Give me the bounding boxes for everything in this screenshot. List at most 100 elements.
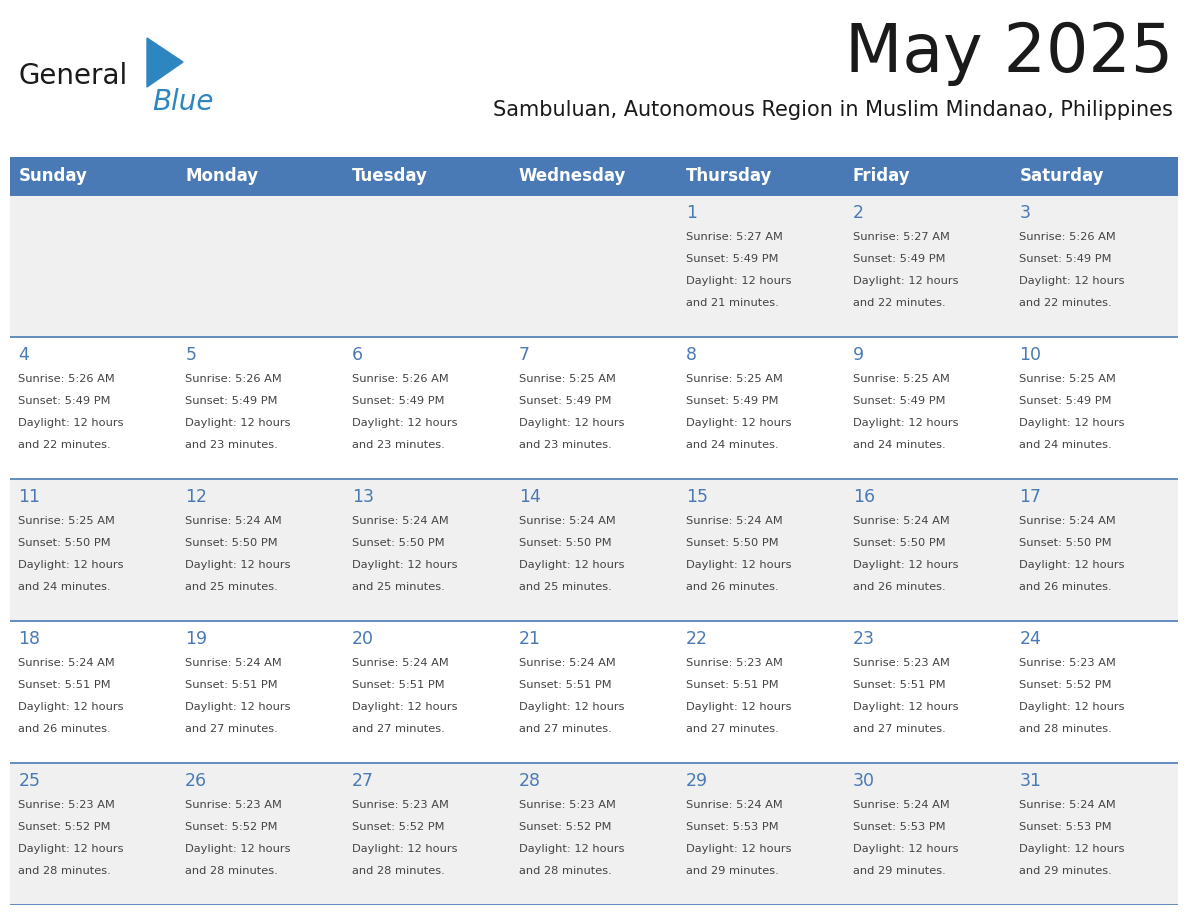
Text: Sunrise: 5:24 AM: Sunrise: 5:24 AM [1019,516,1117,526]
Text: 30: 30 [853,771,874,789]
Text: Sunrise: 5:24 AM: Sunrise: 5:24 AM [853,516,949,526]
Text: Sunrise: 5:27 AM: Sunrise: 5:27 AM [853,232,949,242]
Text: Sunrise: 5:24 AM: Sunrise: 5:24 AM [1019,800,1117,810]
Text: Daylight: 12 hours: Daylight: 12 hours [519,844,625,854]
Text: 13: 13 [352,487,374,506]
Text: Daylight: 12 hours: Daylight: 12 hours [1019,276,1125,285]
Text: Sunset: 5:52 PM: Sunset: 5:52 PM [1019,680,1112,690]
Text: and 24 minutes.: and 24 minutes. [1019,440,1112,450]
Text: and 21 minutes.: and 21 minutes. [685,298,778,308]
Text: and 28 minutes.: and 28 minutes. [352,866,444,876]
Text: Sunrise: 5:24 AM: Sunrise: 5:24 AM [352,516,449,526]
Text: Sunrise: 5:24 AM: Sunrise: 5:24 AM [853,800,949,810]
Text: Sunrise: 5:26 AM: Sunrise: 5:26 AM [18,374,115,384]
Text: 29: 29 [685,771,708,789]
Text: 2: 2 [853,204,864,221]
Text: Sunset: 5:53 PM: Sunset: 5:53 PM [853,822,946,832]
Text: Daylight: 12 hours: Daylight: 12 hours [352,418,457,428]
Text: Daylight: 12 hours: Daylight: 12 hours [853,560,959,570]
Text: Sunset: 5:51 PM: Sunset: 5:51 PM [352,680,444,690]
Text: Sunset: 5:50 PM: Sunset: 5:50 PM [853,538,946,548]
Text: Sunset: 5:52 PM: Sunset: 5:52 PM [18,822,110,832]
Text: Daylight: 12 hours: Daylight: 12 hours [685,560,791,570]
Text: Monday: Monday [185,167,258,185]
Text: and 29 minutes.: and 29 minutes. [685,866,778,876]
Text: Blue: Blue [152,88,214,116]
Text: Sunset: 5:49 PM: Sunset: 5:49 PM [1019,396,1112,406]
Text: Sunrise: 5:23 AM: Sunrise: 5:23 AM [1019,658,1117,668]
Text: 8: 8 [685,345,697,364]
Text: Daylight: 12 hours: Daylight: 12 hours [18,418,124,428]
Text: Sunrise: 5:23 AM: Sunrise: 5:23 AM [685,658,783,668]
Text: and 24 minutes.: and 24 minutes. [853,440,946,450]
Text: Sunset: 5:49 PM: Sunset: 5:49 PM [1019,254,1112,264]
Text: and 29 minutes.: and 29 minutes. [1019,866,1112,876]
Text: Daylight: 12 hours: Daylight: 12 hours [853,844,959,854]
Text: Sunrise: 5:23 AM: Sunrise: 5:23 AM [18,800,115,810]
Text: and 23 minutes.: and 23 minutes. [352,440,444,450]
Text: and 22 minutes.: and 22 minutes. [18,440,110,450]
Text: Sunset: 5:49 PM: Sunset: 5:49 PM [685,396,778,406]
Text: 15: 15 [685,487,708,506]
Text: Sunset: 5:50 PM: Sunset: 5:50 PM [685,538,778,548]
Text: Sunset: 5:49 PM: Sunset: 5:49 PM [18,396,110,406]
Text: Daylight: 12 hours: Daylight: 12 hours [519,418,625,428]
Text: Saturday: Saturday [1019,167,1104,185]
Text: 27: 27 [352,771,374,789]
Text: Sunset: 5:52 PM: Sunset: 5:52 PM [519,822,612,832]
Text: and 24 minutes.: and 24 minutes. [18,582,110,592]
Text: 6: 6 [352,345,364,364]
Text: Sunrise: 5:24 AM: Sunrise: 5:24 AM [685,800,783,810]
Text: Sunrise: 5:23 AM: Sunrise: 5:23 AM [853,658,949,668]
Text: 31: 31 [1019,771,1042,789]
Bar [10,337,1178,479]
Text: Sunset: 5:49 PM: Sunset: 5:49 PM [185,396,278,406]
Text: Daylight: 12 hours: Daylight: 12 hours [352,702,457,712]
Text: Sunrise: 5:25 AM: Sunrise: 5:25 AM [519,374,615,384]
Text: 26: 26 [185,771,208,789]
Text: Sunset: 5:50 PM: Sunset: 5:50 PM [352,538,444,548]
Text: and 28 minutes.: and 28 minutes. [1019,724,1112,734]
Bar [10,195,1178,337]
Text: and 23 minutes.: and 23 minutes. [519,440,612,450]
Text: Daylight: 12 hours: Daylight: 12 hours [685,702,791,712]
Text: Sunrise: 5:24 AM: Sunrise: 5:24 AM [185,516,282,526]
Text: Sunset: 5:51 PM: Sunset: 5:51 PM [18,680,110,690]
Text: and 26 minutes.: and 26 minutes. [18,724,110,734]
Text: Sunrise: 5:26 AM: Sunrise: 5:26 AM [1019,232,1117,242]
Bar [10,157,1178,195]
Text: May 2025: May 2025 [845,20,1173,86]
Text: 12: 12 [185,487,207,506]
Text: Daylight: 12 hours: Daylight: 12 hours [1019,844,1125,854]
Text: Sunset: 5:51 PM: Sunset: 5:51 PM [853,680,946,690]
Text: Sunrise: 5:24 AM: Sunrise: 5:24 AM [18,658,115,668]
Text: 4: 4 [18,345,30,364]
Text: Sunset: 5:51 PM: Sunset: 5:51 PM [185,680,278,690]
Text: Sunrise: 5:23 AM: Sunrise: 5:23 AM [185,800,282,810]
Text: Sunrise: 5:24 AM: Sunrise: 5:24 AM [185,658,282,668]
Text: and 25 minutes.: and 25 minutes. [352,582,444,592]
Text: Wednesday: Wednesday [519,167,626,185]
Polygon shape [147,38,183,87]
Text: Sunrise: 5:24 AM: Sunrise: 5:24 AM [352,658,449,668]
Text: Daylight: 12 hours: Daylight: 12 hours [18,702,124,712]
Text: Daylight: 12 hours: Daylight: 12 hours [1019,702,1125,712]
Text: 3: 3 [1019,204,1030,221]
Text: Friday: Friday [853,167,910,185]
Text: Sunrise: 5:25 AM: Sunrise: 5:25 AM [1019,374,1117,384]
Text: Sunrise: 5:25 AM: Sunrise: 5:25 AM [685,374,783,384]
Text: 18: 18 [18,630,40,647]
Text: Sunset: 5:49 PM: Sunset: 5:49 PM [853,396,946,406]
Text: and 28 minutes.: and 28 minutes. [519,866,612,876]
Text: Sunrise: 5:24 AM: Sunrise: 5:24 AM [519,658,615,668]
Text: Daylight: 12 hours: Daylight: 12 hours [185,418,291,428]
Text: Sunset: 5:50 PM: Sunset: 5:50 PM [519,538,612,548]
Text: Daylight: 12 hours: Daylight: 12 hours [18,844,124,854]
Text: Sunset: 5:52 PM: Sunset: 5:52 PM [352,822,444,832]
Text: Sunset: 5:51 PM: Sunset: 5:51 PM [519,680,612,690]
Text: Sunrise: 5:25 AM: Sunrise: 5:25 AM [853,374,949,384]
Text: and 25 minutes.: and 25 minutes. [519,582,612,592]
Text: and 23 minutes.: and 23 minutes. [185,440,278,450]
Text: 9: 9 [853,345,864,364]
Text: and 26 minutes.: and 26 minutes. [685,582,778,592]
